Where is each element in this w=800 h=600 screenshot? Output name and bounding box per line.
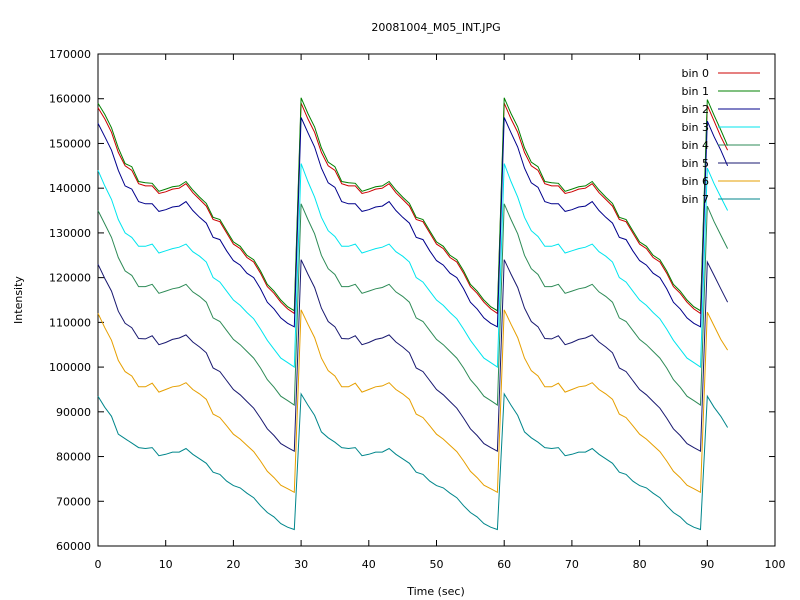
x-tick-label: 0 [95, 558, 102, 571]
legend-label-bin-3: bin 3 [681, 121, 709, 134]
series-line-bin-7 [97, 392, 729, 531]
y-tick-label: 110000 [49, 316, 91, 329]
series-line-bin-6 [97, 309, 729, 494]
series-lines [97, 97, 729, 531]
legend-label-bin-2: bin 2 [681, 103, 709, 116]
y-tick-label: 70000 [56, 495, 91, 508]
y-tick-label: 150000 [49, 137, 91, 150]
series-line-bin-2 [97, 117, 729, 328]
y-tick-label: 160000 [49, 93, 91, 106]
legend-label-bin-6: bin 6 [681, 175, 709, 188]
y-tick-label: 170000 [49, 48, 91, 61]
x-tick-label: 100 [765, 558, 786, 571]
legend: bin 0 bin 1 bin 2 bin 3 bin 4 bin 5 bin 6 bin 7 [681, 67, 760, 206]
legend-label-bin-5: bin 5 [681, 157, 709, 170]
y-tick-label: 80000 [56, 451, 91, 464]
x-tick-label: 20 [226, 558, 240, 571]
y-tick-label: 130000 [49, 227, 91, 240]
x-tick-label: 10 [159, 558, 173, 571]
x-tick-label: 90 [700, 558, 714, 571]
y-tick-label: 120000 [49, 272, 91, 285]
y-axis-label: Intensity [12, 276, 25, 324]
x-tick-label: 50 [430, 558, 444, 571]
series-line-bin-5 [97, 259, 729, 453]
x-tick-label: 40 [362, 558, 376, 571]
x-axis-label: Time (sec) [406, 585, 465, 598]
series-line-bin-1 [97, 97, 729, 312]
legend-label-bin-1: bin 1 [681, 85, 709, 98]
x-tick-label: 80 [633, 558, 647, 571]
y-tick-label: 140000 [49, 182, 91, 195]
series-line-bin-3 [97, 163, 729, 369]
series-line-bin-0 [97, 103, 729, 315]
y-tick-label: 100000 [49, 361, 91, 374]
x-tick-label: 60 [497, 558, 511, 571]
axes: 0 10 20 30 40 50 60 70 80 90 100 60000 70000 80000 900… [49, 48, 786, 571]
x-tick-label: 70 [565, 558, 579, 571]
x-tick-label: 30 [294, 558, 308, 571]
y-tick-label: 60000 [56, 540, 91, 553]
chart-title: 20081004_M05_INT.JPG [371, 21, 500, 34]
legend-label-bin-7: bin 7 [681, 193, 709, 206]
legend-label-bin-4: bin 4 [681, 139, 709, 152]
series-line-bin-4 [97, 203, 729, 407]
legend-label-bin-0: bin 0 [681, 67, 709, 80]
y-tick-label: 90000 [56, 406, 91, 419]
